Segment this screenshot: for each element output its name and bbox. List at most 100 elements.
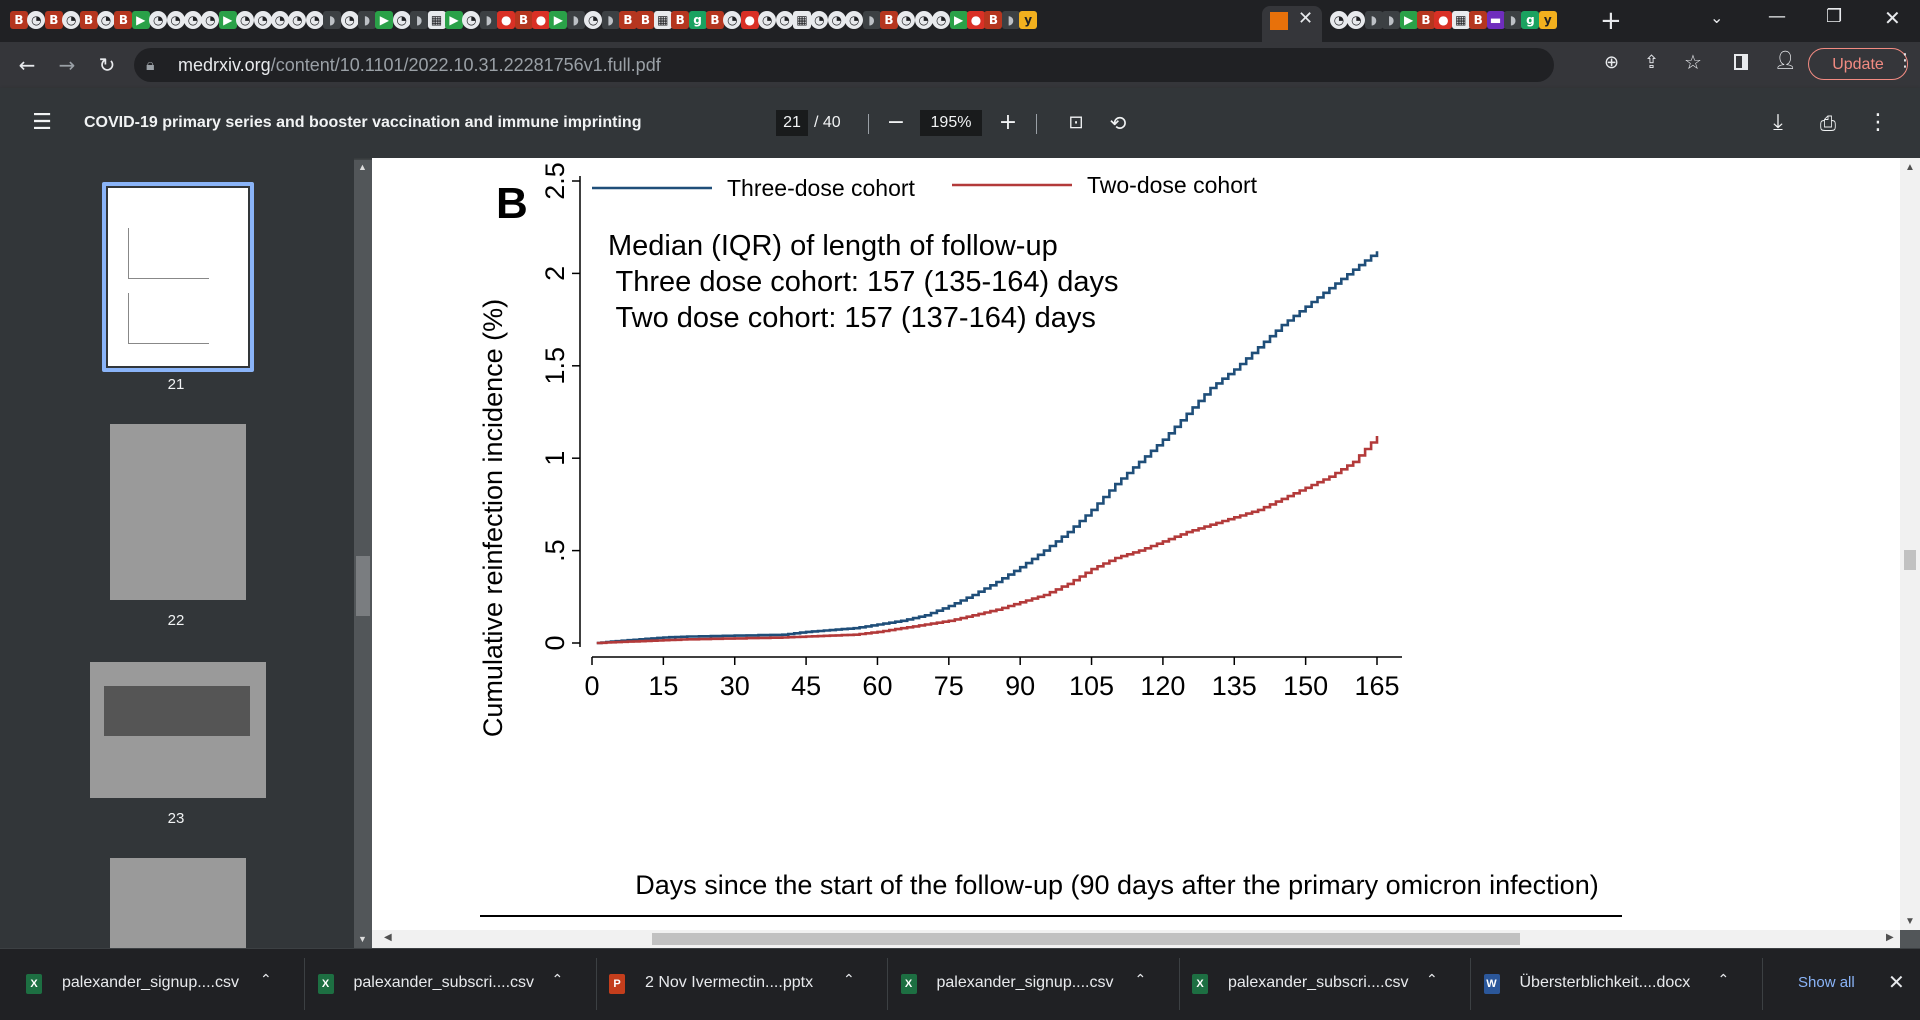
scroll-left-icon[interactable]: ◀	[384, 932, 392, 943]
download-options-chevron-icon[interactable]: ⌃	[551, 972, 564, 988]
tab-favicon-icon[interactable]: B	[880, 11, 898, 29]
profile-icon[interactable]: 👤︎	[1774, 50, 1797, 71]
tab-favicon-icon[interactable]: B	[1469, 11, 1488, 29]
tab-favicon-icon[interactable]: ◗	[479, 11, 498, 29]
zoom-out-icon[interactable]: −	[886, 110, 906, 135]
lock-icon[interactable]: 🔒︎	[146, 55, 155, 74]
forward-arrow-icon[interactable]: →	[58, 53, 76, 77]
scroll-right-icon[interactable]: ▶	[1886, 932, 1894, 943]
tab-favicon-icon[interactable]: ◗	[1001, 11, 1020, 29]
download-item[interactable]: W Übersterblichkeit....docx ⌃	[1482, 948, 1762, 1020]
tab-favicon-icon[interactable]: ▦	[653, 11, 672, 29]
tab-favicon-icon[interactable]: ◔	[932, 11, 951, 29]
tab-favicon-icon[interactable]: ◔	[462, 11, 481, 29]
reload-icon[interactable]: ↻	[98, 53, 116, 77]
tab-favicon-icon[interactable]: B	[671, 11, 690, 29]
tab-favicon-icon[interactable]: ▶	[949, 11, 968, 29]
rotate-icon[interactable]: ⟲	[1109, 111, 1127, 135]
tab-favicon-icon[interactable]: ●	[532, 11, 550, 29]
tab-favicon-icon[interactable]: B	[514, 11, 533, 29]
fit-to-page-icon[interactable]: ⊡	[1068, 112, 1084, 133]
horizontal-scroll-thumb[interactable]	[652, 933, 1520, 945]
tab-favicon-icon[interactable]: ◗	[1382, 11, 1401, 29]
window-close-icon[interactable]: ✕	[1884, 6, 1901, 30]
scroll-up-icon[interactable]: ▲	[1905, 162, 1915, 173]
thumbnail-page-23[interactable]	[90, 662, 266, 798]
tab-favicon-icon[interactable]: ●	[1434, 11, 1453, 29]
tab-favicon-icon[interactable]: ◔	[810, 11, 829, 29]
download-options-chevron-icon[interactable]: ⌃	[1426, 972, 1438, 988]
close-tab-icon[interactable]: ✕	[1298, 8, 1314, 29]
tab-favicon-icon[interactable]: ●	[740, 11, 759, 29]
tab-favicon-icon[interactable]: ◔	[305, 11, 324, 29]
horizontal-scrollbar[interactable]: ◀ ▶	[372, 930, 1900, 948]
zoom-level-input[interactable]: 195%	[920, 110, 982, 136]
tab-favicon-icon[interactable]: ◔	[584, 11, 603, 29]
tab-favicon-icon[interactable]: ◔	[201, 11, 220, 29]
tab-favicon-icon[interactable]: ◔	[723, 11, 742, 29]
more-actions-icon[interactable]: ⋮	[1867, 110, 1889, 135]
tab-favicon-icon[interactable]: ◔	[288, 11, 307, 29]
thumbnail-page-21[interactable]	[108, 188, 248, 366]
close-downloads-icon[interactable]: ✕	[1888, 970, 1905, 994]
tab-favicon-icon[interactable]: ◔	[1330, 11, 1348, 29]
download-icon[interactable]: ⤓	[1773, 110, 1783, 135]
tab-favicon-icon[interactable]: ◗	[410, 11, 429, 29]
tab-favicon-icon[interactable]: ◗	[862, 11, 881, 29]
zoom-icon[interactable]: ⊕	[1604, 52, 1620, 73]
tab-favicon-icon[interactable]: B	[10, 11, 28, 29]
tab-favicon-icon[interactable]: ◔	[758, 11, 777, 29]
tab-favicon-icon[interactable]: ▶	[445, 11, 463, 29]
update-button[interactable]: Update	[1808, 48, 1908, 80]
active-tab[interactable]: ✕	[1262, 6, 1322, 42]
hamburger-menu-icon[interactable]: ☰	[32, 110, 52, 135]
sidebar-scrollbar[interactable]: ▲ ▼	[354, 160, 372, 948]
tab-favicon-icon[interactable]: B	[619, 11, 637, 29]
tab-favicon-icon[interactable]: ◔	[97, 11, 115, 29]
tab-favicon-icon[interactable]: ◔	[897, 11, 916, 29]
scroll-down-icon[interactable]: ▼	[358, 934, 367, 944]
tab-favicon-icon[interactable]: y	[1538, 11, 1557, 29]
print-icon[interactable]: ⎙	[1820, 111, 1836, 135]
download-item[interactable]: P 2 Nov Ivermectin....pptx ⌃	[607, 948, 887, 1020]
tab-favicon-icon[interactable]: ▦	[427, 11, 446, 29]
tab-favicon-icon[interactable]: ▶	[549, 11, 568, 29]
show-all-downloads-button[interactable]: Show all	[1798, 974, 1855, 991]
tab-favicon-icon[interactable]: g	[688, 11, 707, 29]
tab-favicon-icon[interactable]: B	[44, 11, 63, 29]
thumbnail-page-24[interactable]	[110, 858, 246, 948]
tab-favicon-icon[interactable]: ◗	[1504, 11, 1522, 29]
tab-search-chevron-icon[interactable]: ⌄	[1710, 8, 1724, 27]
tab-favicon-icon[interactable]: ▶	[131, 11, 150, 29]
tab-favicon-icon[interactable]: ◔	[149, 11, 168, 29]
tab-favicon-icon[interactable]: ▦	[793, 11, 811, 29]
tab-favicon-icon[interactable]: ◔	[27, 11, 46, 29]
tab-favicon-icon[interactable]: ◔	[236, 11, 255, 29]
tab-favicon-icon[interactable]: B	[114, 11, 133, 29]
download-options-chevron-icon[interactable]: ⌃	[1717, 972, 1730, 988]
tab-favicon-icon[interactable]: ▬	[1486, 11, 1505, 29]
tab-favicon-icon[interactable]: ◔	[184, 11, 202, 29]
tab-favicon-icon[interactable]: ▶	[1399, 11, 1418, 29]
tab-favicon-icon[interactable]: ◔	[775, 11, 794, 29]
restore-icon[interactable]: ❐	[1826, 6, 1843, 27]
tab-favicon-icon[interactable]: ◔	[845, 11, 864, 29]
tab-favicon-icon[interactable]: ◔	[253, 11, 272, 29]
tab-favicon-icon[interactable]: ●	[497, 11, 516, 29]
tab-favicon-icon[interactable]: B	[984, 11, 1003, 29]
vertical-scroll-thumb[interactable]	[1904, 550, 1916, 570]
tab-favicon-icon[interactable]: B	[1417, 11, 1435, 29]
vertical-scrollbar[interactable]: ▲ ▼	[1900, 158, 1920, 930]
bookmark-star-icon[interactable]: ☆	[1684, 50, 1702, 74]
sidebar-scroll-thumb[interactable]	[356, 556, 370, 616]
tab-favicon-icon[interactable]: ●	[967, 11, 985, 29]
share-icon[interactable]: ⇪	[1644, 52, 1660, 73]
tab-favicon-icon[interactable]: ◗	[323, 11, 342, 29]
tab-favicon-icon[interactable]: y	[1019, 11, 1038, 29]
tab-favicon-icon[interactable]: ◔	[271, 11, 289, 29]
download-options-chevron-icon[interactable]: ⌃	[1134, 972, 1147, 988]
browser-menu-icon[interactable]: ⋮	[1896, 50, 1914, 71]
download-options-chevron-icon[interactable]: ⌃	[843, 972, 855, 988]
scroll-up-icon[interactable]: ▲	[358, 162, 367, 172]
